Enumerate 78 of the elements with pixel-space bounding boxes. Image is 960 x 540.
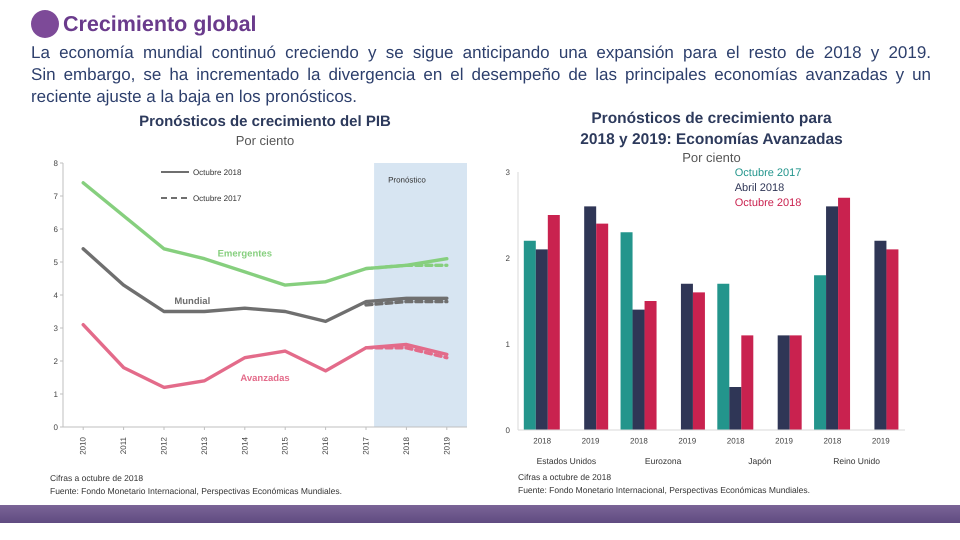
bar (814, 275, 826, 430)
x-tick-label: 2018 (630, 436, 648, 446)
annotation: Emergentes (218, 248, 272, 260)
line-series (82, 323, 448, 390)
bar (692, 292, 705, 430)
source-note: Fuente: Fondo Monetario Internacional, Perspectivas Económicas Mundiales. (518, 484, 810, 497)
text: Cifras a octubre de 2018 (518, 471, 612, 484)
bar (644, 301, 657, 430)
x-tick-label: 2018 (824, 436, 842, 446)
bar (536, 249, 548, 430)
y-tick-label: 4 (54, 290, 59, 300)
x-tick-label: 2017 (362, 436, 370, 455)
x-tick-label: 2010 (78, 436, 88, 455)
legend-label: Octubre 2017 (192, 194, 242, 202)
text: Cifras a octubre de 2018 (50, 472, 144, 485)
bar (584, 206, 596, 430)
x-tick-label: 2018 (726, 436, 746, 446)
text: Eurozona (644, 456, 682, 466)
bar (886, 249, 898, 430)
bar (524, 240, 536, 430)
text: Octubre 2018 (734, 196, 802, 211)
y-tick-label: 6 (54, 224, 59, 234)
bar (778, 335, 790, 430)
annotation: Avanzadas (240, 372, 290, 384)
x-tick-label: 2015 (280, 436, 290, 455)
x-tick-label: 2013 (200, 436, 209, 455)
annotation: Mundial (174, 296, 210, 307)
y-tick-label: 1 (54, 390, 59, 399)
text: Sin embargo, se ha incrementado la divergencia en el desempeño de las principales economías avanzadas y un reciente ajuste a la baja en los pronósticos. (31, 64, 931, 108)
x-tick-label: 2019 (582, 436, 600, 446)
text: Abril 2018 (734, 181, 786, 196)
line-series (82, 247, 448, 324)
bar (548, 215, 560, 430)
chart-subtitle: Por ciento (234, 133, 296, 148)
x-tick-label: 2014 (240, 436, 250, 455)
y-tick-label: 0 (54, 422, 59, 432)
y-tick-label: 0 (506, 426, 511, 435)
y-tick-label: 8 (54, 158, 59, 168)
bar (826, 206, 838, 430)
chart-title: Pronósticos de crecimiento del PIB (138, 113, 392, 130)
text: Crecimiento global (63, 12, 257, 36)
x-tick-label: 2016 (321, 436, 330, 455)
x-tick-label: 2019 (775, 436, 794, 446)
y-tick-label: 2 (506, 254, 511, 263)
band-label: Pronóstico (388, 176, 426, 185)
bar (741, 335, 754, 430)
bar (838, 198, 850, 430)
bar (596, 224, 608, 430)
text: Reino Unido (833, 456, 880, 466)
bar (680, 284, 693, 430)
text: La economía mundial continuó creciendo y se sigue anticipando una expansión para el resto de 2018 y 2019. (31, 42, 931, 64)
x-tick-label: 2019 (872, 436, 890, 446)
y-tick-label: 5 (54, 258, 59, 267)
x-tick-label: 2019 (678, 436, 697, 446)
x-tick-label: 2012 (160, 436, 168, 455)
bar (790, 335, 802, 430)
chart-subtitle: Por ciento (681, 150, 742, 165)
bar (874, 240, 886, 430)
x-tick-label: 2018 (402, 436, 411, 455)
x-tick-label: 2019 (442, 436, 452, 455)
chart-title: Pronósticos de crecimiento para 2018 y 2019: Economías Avanzadas (579, 109, 844, 150)
text: Octubre 2017 (734, 166, 802, 181)
source-note: Fuente: Fondo Monetario Internacional, Perspectivas Económicas Mundiales. (50, 485, 342, 498)
bar (729, 387, 742, 430)
x-tick-label: 2011 (119, 436, 128, 454)
y-tick-label: 2 (54, 356, 59, 366)
bar (620, 232, 633, 430)
y-tick-label: 3 (54, 324, 59, 333)
line-series (82, 181, 448, 287)
text: Estados Unidos (536, 456, 596, 466)
y-tick-label: 7 (54, 192, 59, 201)
legend-label: Octubre 2018 (192, 168, 242, 176)
x-tick-label: 2018 (533, 436, 552, 446)
y-tick-label: 3 (506, 168, 511, 177)
bar (717, 284, 730, 430)
text: Japón (748, 456, 772, 466)
y-tick-label: 1 (506, 340, 511, 349)
bar (632, 310, 645, 430)
